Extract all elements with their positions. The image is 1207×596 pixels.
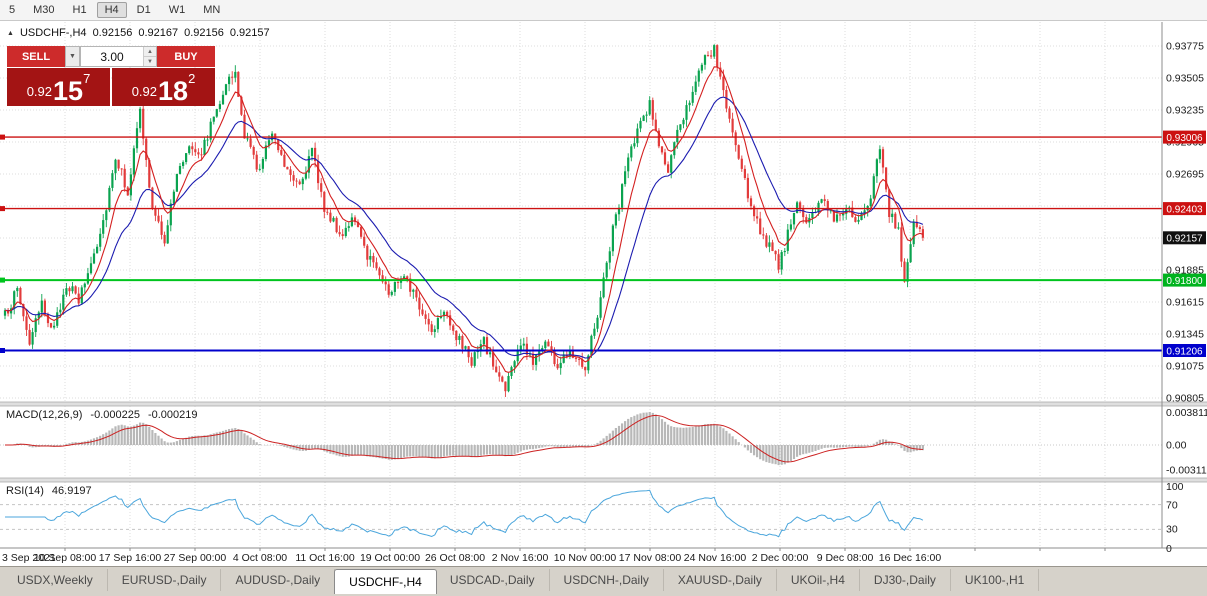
period-button-m30[interactable]: M30 [33,4,55,16]
one-click-trade-panel: SELL ▼ ▲ ▼ BUY 0.92 15 7 [7,46,215,106]
rsi-value: 46.9197 [51,485,92,497]
timeframe-toolbar: 5 M30 H1 H4 D1 W1 MN [0,0,1207,21]
svg-text:17 Nov 08:00: 17 Nov 08:00 [619,552,682,564]
chart-tab-audusd-daily[interactable]: AUDUSD-,Daily [221,569,336,591]
svg-text:0.93775: 0.93775 [1166,41,1204,53]
macd-value-signal: -0.000219 [147,409,198,421]
sell-button[interactable]: SELL [7,46,65,67]
volume-stepper: ▲ ▼ [143,47,156,66]
sell-price-sup: 7 [83,71,91,86]
chart-tab-eurusd-daily[interactable]: EURUSD-,Daily [108,569,222,591]
svg-text:0.91206: 0.91206 [1166,346,1203,357]
quote-open: 0.92156 [92,27,133,39]
chart-tab-ukoil-h4[interactable]: UKOil-,H4 [777,569,860,591]
rsi-name: RSI(14) [6,485,44,497]
svg-text:0.93006: 0.93006 [1166,133,1203,144]
svg-text:0.92157: 0.92157 [1166,234,1203,245]
svg-text:27 Sep 00:00: 27 Sep 00:00 [164,552,227,564]
svg-text:0.003811: 0.003811 [1166,407,1207,419]
rsi-label: RSI(14) 46.9197 [6,485,92,497]
buy-price-button[interactable]: 0.92 18 2 [112,68,215,106]
buy-price-prefix: 0.92 [131,84,158,99]
quote-close: 0.92157 [229,27,270,39]
svg-text:10 Nov 00:00: 10 Nov 00:00 [554,552,617,564]
svg-text:16 Dec 16:00: 16 Dec 16:00 [879,552,942,564]
volume-up-button[interactable]: ▲ [144,47,156,57]
svg-text:4 Oct 08:00: 4 Oct 08:00 [233,552,287,564]
buy-price-big: 18 [158,75,189,106]
svg-text:0.92403: 0.92403 [1166,204,1203,215]
svg-text:3 Sep 2021: 3 Sep 2021 [2,552,56,564]
chart-window[interactable]: 0.937750.935050.932350.929650.926950.924… [0,22,1207,566]
buy-button[interactable]: BUY [157,46,215,67]
quote-low: 0.92156 [184,27,224,39]
period-button-5[interactable]: 5 [9,4,16,16]
sell-price-prefix: 0.92 [26,84,53,99]
period-button-d1[interactable]: D1 [136,4,151,16]
chart-tab-uk100-h1[interactable]: UK100-,H1 [951,569,1040,591]
chart-tab-usdcnh-daily[interactable]: USDCNH-,Daily [550,569,664,591]
chart-tab-usdchf-h4[interactable]: USDCHF-,H4 [334,569,437,594]
macd-name: MACD(12,26,9) [6,409,83,421]
quote-high: 0.92167 [138,27,179,39]
price-chart[interactable]: 0.937750.935050.932350.929650.926950.924… [0,22,1207,566]
svg-text:17 Sep 16:00: 17 Sep 16:00 [99,552,162,564]
macd-label: MACD(12,26,9) -0.000225 -0.000219 [6,409,198,421]
svg-text:11 Oct 16:00: 11 Oct 16:00 [295,552,355,564]
volume-box: ▲ ▼ [80,46,157,67]
symbol-marker-icon: ▲ [7,29,14,37]
chart-tabs-bar: USDX,Weekly EURUSD-,Daily AUDUSD-,Daily USD… [0,566,1207,596]
svg-text:2 Dec 00:00: 2 Dec 00:00 [752,552,809,564]
period-button-mn[interactable]: MN [203,4,221,16]
sell-price-big: 15 [53,75,84,106]
svg-text:26 Oct 08:00: 26 Oct 08:00 [425,552,485,564]
svg-text:0.93235: 0.93235 [1166,105,1204,117]
svg-text:19 Oct 00:00: 19 Oct 00:00 [360,552,420,564]
volume-dropdown-button[interactable]: ▼ [65,46,80,67]
svg-text:0.00: 0.00 [1166,440,1187,452]
macd-value-main: -0.000225 [90,409,140,421]
svg-text:2 Nov 16:00: 2 Nov 16:00 [492,552,549,564]
svg-text:10 Sep 08:00: 10 Sep 08:00 [34,552,97,564]
volume-down-button[interactable]: ▼ [144,57,156,66]
svg-text:0.91885: 0.91885 [1166,265,1204,277]
svg-text:30: 30 [1166,524,1178,536]
buy-price-sup: 2 [188,71,196,86]
chart-tab-usdcad-daily[interactable]: USDCAD-,Daily [436,569,550,591]
symbol-label: USDCHF-,H4 [19,27,87,39]
svg-text:0.93505: 0.93505 [1166,73,1204,85]
svg-text:0: 0 [1166,543,1172,555]
chevron-down-icon: ▼ [69,53,76,60]
svg-text:0.91345: 0.91345 [1166,329,1204,341]
volume-input[interactable] [81,47,143,66]
chart-tab-usdx-weekly[interactable]: USDX,Weekly [3,569,108,591]
svg-text:-0.00311: -0.00311 [1166,465,1207,477]
svg-text:9 Dec 08:00: 9 Dec 08:00 [817,552,874,564]
period-button-w1[interactable]: W1 [168,4,186,16]
svg-text:0.91075: 0.91075 [1166,361,1204,373]
svg-text:24 Nov 16:00: 24 Nov 16:00 [684,552,747,564]
svg-text:70: 70 [1166,500,1178,512]
chart-tab-dj30-daily[interactable]: DJ30-,Daily [860,569,951,591]
svg-text:100: 100 [1166,481,1184,493]
svg-text:0.92695: 0.92695 [1166,169,1204,181]
svg-text:0.91615: 0.91615 [1166,297,1204,309]
chart-tab-xauusd-daily[interactable]: XAUUSD-,Daily [664,569,777,591]
period-button-h1[interactable]: H1 [72,4,87,16]
svg-text:0.90805: 0.90805 [1166,393,1204,405]
quote-line: ▲ USDCHF-,H4 0.92156 0.92167 0.92156 0.9… [7,27,270,39]
sell-price-button[interactable]: 0.92 15 7 [7,68,110,106]
svg-text:0.91800: 0.91800 [1166,276,1203,287]
period-button-h4[interactable]: H4 [96,2,127,18]
